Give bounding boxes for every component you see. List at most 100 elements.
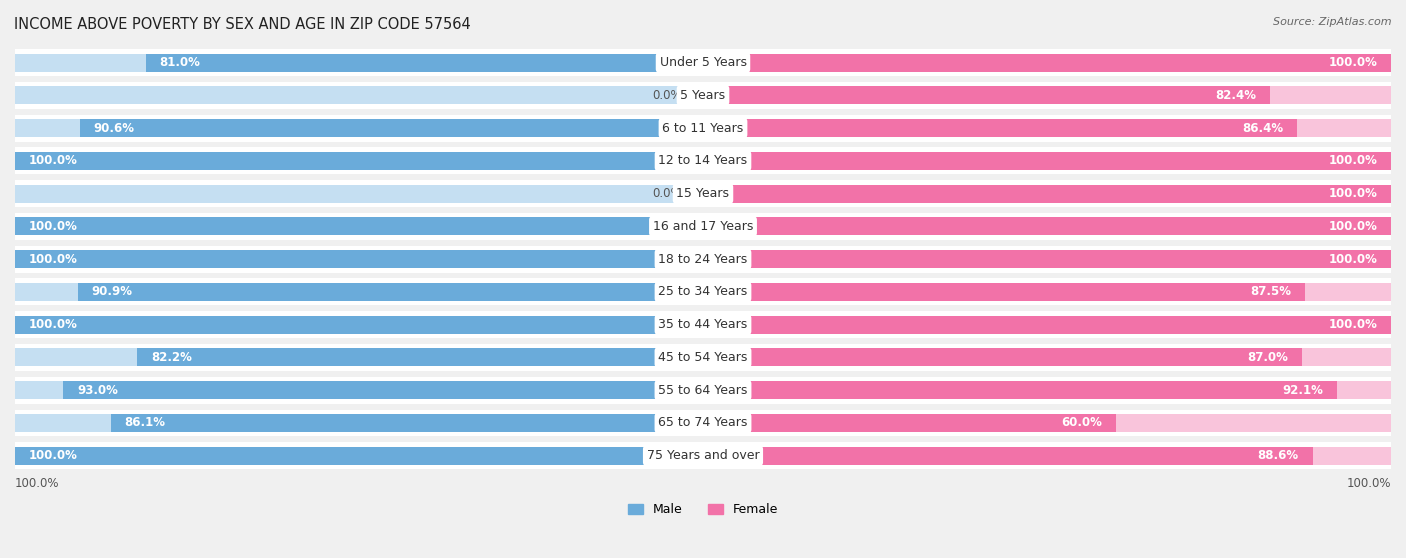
Text: 60.0%: 60.0% — [1062, 416, 1102, 430]
Bar — [15, 381, 703, 399]
Text: 5 Years: 5 Years — [681, 89, 725, 102]
Bar — [15, 250, 703, 268]
Text: 87.0%: 87.0% — [1247, 351, 1288, 364]
Bar — [15, 180, 1391, 207]
Text: 45 to 54 Years: 45 to 54 Years — [658, 351, 748, 364]
Bar — [146, 54, 703, 71]
Text: Source: ZipAtlas.com: Source: ZipAtlas.com — [1274, 17, 1392, 27]
Bar — [703, 414, 1116, 432]
Bar — [138, 348, 703, 367]
Bar — [15, 447, 703, 465]
Bar — [15, 218, 703, 235]
Bar — [703, 218, 1391, 235]
Text: 16 and 17 Years: 16 and 17 Years — [652, 220, 754, 233]
Bar — [703, 119, 1298, 137]
Text: 18 to 24 Years: 18 to 24 Years — [658, 253, 748, 266]
Bar — [15, 185, 703, 203]
Bar — [15, 49, 1391, 76]
Text: 25 to 34 Years: 25 to 34 Years — [658, 285, 748, 299]
Legend: Male, Female: Male, Female — [623, 498, 783, 521]
Bar — [15, 119, 703, 137]
Text: 86.4%: 86.4% — [1243, 122, 1284, 134]
Bar — [703, 250, 1391, 268]
Bar — [15, 311, 1391, 338]
Text: 100.0%: 100.0% — [28, 220, 77, 233]
Text: INCOME ABOVE POVERTY BY SEX AND AGE IN ZIP CODE 57564: INCOME ABOVE POVERTY BY SEX AND AGE IN Z… — [14, 17, 471, 32]
Bar — [703, 152, 1391, 170]
Bar — [703, 54, 1391, 71]
Text: 100.0%: 100.0% — [1329, 56, 1378, 69]
Bar — [111, 414, 703, 432]
Bar — [703, 381, 1337, 399]
Bar — [703, 185, 1391, 203]
Bar — [15, 344, 1391, 371]
Bar — [15, 316, 703, 334]
Text: 92.1%: 92.1% — [1282, 384, 1323, 397]
Text: 81.0%: 81.0% — [159, 56, 201, 69]
Text: 100.0%: 100.0% — [28, 318, 77, 331]
Bar — [703, 54, 1391, 71]
Bar — [15, 147, 1391, 174]
Text: 82.2%: 82.2% — [152, 351, 193, 364]
Text: 0.0%: 0.0% — [652, 187, 682, 200]
Text: 100.0%: 100.0% — [1329, 187, 1378, 200]
Text: 55 to 64 Years: 55 to 64 Years — [658, 384, 748, 397]
Text: 100.0%: 100.0% — [1329, 220, 1378, 233]
Bar — [703, 86, 1391, 104]
Bar — [15, 213, 1391, 240]
Bar — [703, 283, 1391, 301]
Bar — [703, 316, 1391, 334]
Text: 15 Years: 15 Years — [676, 187, 730, 200]
Text: 93.0%: 93.0% — [77, 384, 118, 397]
Text: Under 5 Years: Under 5 Years — [659, 56, 747, 69]
Bar — [15, 283, 703, 301]
Text: 82.4%: 82.4% — [1215, 89, 1256, 102]
Text: 90.9%: 90.9% — [91, 285, 132, 299]
Bar — [15, 246, 1391, 272]
Bar — [15, 442, 1391, 469]
Bar — [703, 218, 1391, 235]
Bar — [15, 152, 703, 170]
Text: 12 to 14 Years: 12 to 14 Years — [658, 155, 748, 167]
Bar — [15, 218, 703, 235]
Text: 65 to 74 Years: 65 to 74 Years — [658, 416, 748, 430]
Bar — [15, 278, 1391, 305]
Bar — [77, 283, 703, 301]
Bar — [80, 119, 703, 137]
Bar — [703, 447, 1313, 465]
Bar — [703, 152, 1391, 170]
Bar — [15, 447, 703, 465]
Bar — [703, 447, 1391, 465]
Bar — [15, 86, 703, 104]
Text: 87.5%: 87.5% — [1250, 285, 1291, 299]
Bar — [703, 316, 1391, 334]
Text: 100.0%: 100.0% — [15, 477, 59, 490]
Bar — [703, 348, 1302, 367]
Text: 88.6%: 88.6% — [1258, 449, 1299, 462]
Bar — [15, 114, 1391, 142]
Text: 100.0%: 100.0% — [1329, 155, 1378, 167]
Bar — [15, 377, 1391, 403]
Text: 100.0%: 100.0% — [1347, 477, 1391, 490]
Bar — [15, 316, 703, 334]
Bar — [15, 348, 703, 367]
Bar — [703, 250, 1391, 268]
Text: 100.0%: 100.0% — [28, 155, 77, 167]
Text: 100.0%: 100.0% — [1329, 318, 1378, 331]
Bar — [63, 381, 703, 399]
Text: 100.0%: 100.0% — [28, 253, 77, 266]
Text: 100.0%: 100.0% — [28, 449, 77, 462]
Text: 35 to 44 Years: 35 to 44 Years — [658, 318, 748, 331]
Bar — [703, 283, 1305, 301]
Bar — [15, 410, 1391, 436]
Bar — [15, 54, 703, 71]
Text: 75 Years and over: 75 Years and over — [647, 449, 759, 462]
Bar — [703, 348, 1391, 367]
Text: 86.1%: 86.1% — [124, 416, 166, 430]
Text: 0.0%: 0.0% — [652, 89, 682, 102]
Bar — [15, 250, 703, 268]
Bar — [703, 381, 1391, 399]
Bar — [15, 414, 703, 432]
Bar — [15, 152, 703, 170]
Bar — [15, 82, 1391, 109]
